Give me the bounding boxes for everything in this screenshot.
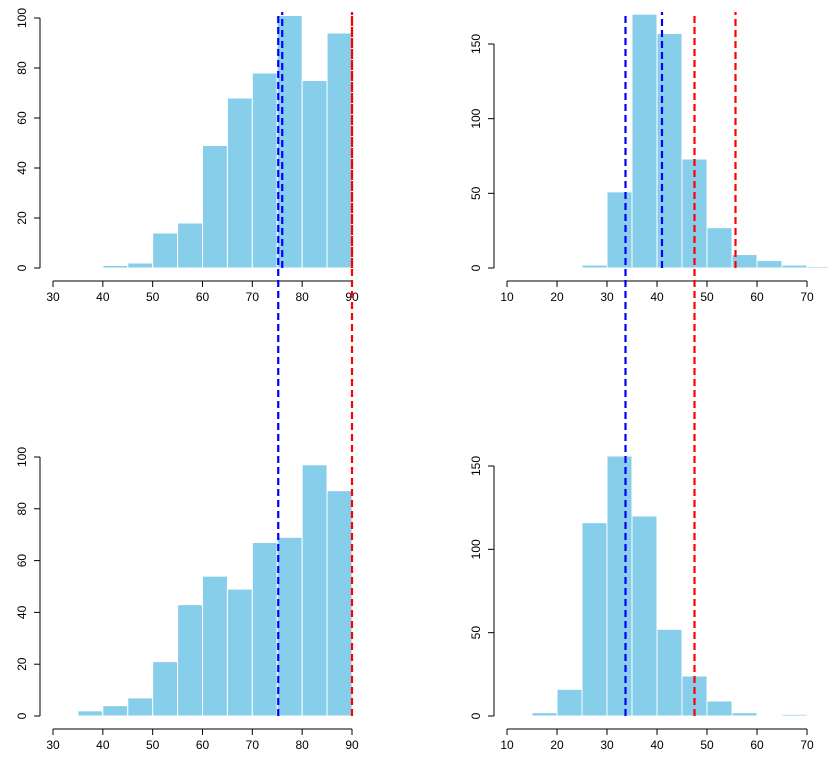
histogram-bar <box>152 661 179 717</box>
x-tick-label: 30 <box>600 738 614 752</box>
x-tick-label: 10 <box>500 738 514 752</box>
y-tick-label: 150 <box>469 456 483 476</box>
y-tick-label: 100 <box>469 108 483 128</box>
histogram-bar <box>301 464 328 717</box>
x-tick-label: 50 <box>700 738 714 752</box>
histogram-bar <box>77 710 104 717</box>
histogram-bar <box>326 32 353 269</box>
x-tick-label: 60 <box>196 738 210 752</box>
x-tick-label: 50 <box>146 290 160 304</box>
y-tick-label: 0 <box>469 264 483 271</box>
histogram-bar <box>606 455 633 717</box>
histogram-panel-2: 10 20 30 40 50 60 70 0 50 100 150 <box>469 12 828 304</box>
histogram-bar <box>127 262 154 269</box>
histogram-bar <box>226 588 253 717</box>
histogram-bar <box>556 688 583 717</box>
histogram-bar <box>102 265 129 269</box>
histogram-bar <box>276 15 303 269</box>
histogram-bar <box>177 222 203 269</box>
histogram-bar <box>631 515 658 717</box>
x-tick-label: 80 <box>295 738 309 752</box>
x-tick-label: 20 <box>550 290 564 304</box>
histogram-bar <box>731 712 758 717</box>
histogram-bar <box>531 712 558 717</box>
x-tick-label: 40 <box>650 290 664 304</box>
x-tick-label: 50 <box>700 290 714 304</box>
histogram-panel-3: 30 40 50 60 70 80 90 0 20 40 60 80 100 <box>15 12 359 752</box>
y-tick-label: 40 <box>15 161 29 175</box>
x-tick-label: 70 <box>246 290 260 304</box>
x-tick-label: 30 <box>600 290 614 304</box>
histogram-bar <box>152 232 179 269</box>
x-tick-label: 70 <box>246 738 260 752</box>
y-tick-label: 100 <box>15 8 29 28</box>
histogram-bar <box>781 713 808 717</box>
y-tick-label: 0 <box>15 264 29 271</box>
histogram-bar <box>706 227 733 269</box>
histogram-bar <box>581 264 608 269</box>
x-tick-label: 80 <box>295 290 309 304</box>
y-tick-label: 150 <box>469 34 483 54</box>
histogram-bar <box>301 80 328 269</box>
x-tick-label: 30 <box>46 738 60 752</box>
x-tick-label: 70 <box>800 738 814 752</box>
x-tick-label: 30 <box>46 290 60 304</box>
x-tick-label: 90 <box>345 738 359 752</box>
histogram-bar <box>251 72 278 269</box>
y-tick-label: 20 <box>15 211 29 225</box>
histogram-bar <box>276 536 303 717</box>
histogram-bar <box>631 13 658 269</box>
y-tick-label: 100 <box>469 539 483 559</box>
histogram-bar <box>656 628 683 717</box>
y-tick-label: 60 <box>15 111 29 125</box>
histogram-bar <box>706 700 733 717</box>
x-tick-label: 40 <box>96 738 110 752</box>
histogram-bar <box>581 522 608 717</box>
histogram-bar <box>656 33 683 269</box>
histogram-bar <box>806 266 828 269</box>
x-tick-label: 40 <box>650 738 664 752</box>
y-tick-label: 20 <box>15 657 29 671</box>
histogram-bar <box>127 697 154 717</box>
histogram-bar <box>226 97 253 269</box>
y-tick-label: 60 <box>15 554 29 568</box>
histogram-bar <box>177 604 203 717</box>
histogram-bar <box>756 260 783 269</box>
x-tick-label: 20 <box>550 738 564 752</box>
histogram-bar <box>102 705 129 717</box>
histogram-bar <box>251 541 278 717</box>
y-tick-label: 0 <box>15 712 29 719</box>
x-tick-label: 70 <box>800 290 814 304</box>
y-tick-label: 50 <box>469 186 483 200</box>
y-tick-label: 0 <box>469 712 483 719</box>
x-tick-label: 60 <box>750 290 764 304</box>
histogram-bar <box>606 191 633 269</box>
x-tick-label: 60 <box>196 290 210 304</box>
x-tick-label: 40 <box>96 290 110 304</box>
y-tick-label: 100 <box>15 447 29 467</box>
x-tick-label: 60 <box>750 738 764 752</box>
y-tick-label: 50 <box>469 626 483 640</box>
histogram-bar <box>326 490 353 717</box>
histogram-bar <box>202 575 228 717</box>
y-tick-label: 80 <box>15 61 29 75</box>
x-tick-label: 50 <box>146 738 160 752</box>
x-tick-label: 10 <box>500 290 514 304</box>
histogram-bar <box>781 264 808 269</box>
y-tick-label: 40 <box>15 605 29 619</box>
histogram-bar <box>202 145 228 269</box>
y-tick-label: 80 <box>15 502 29 516</box>
